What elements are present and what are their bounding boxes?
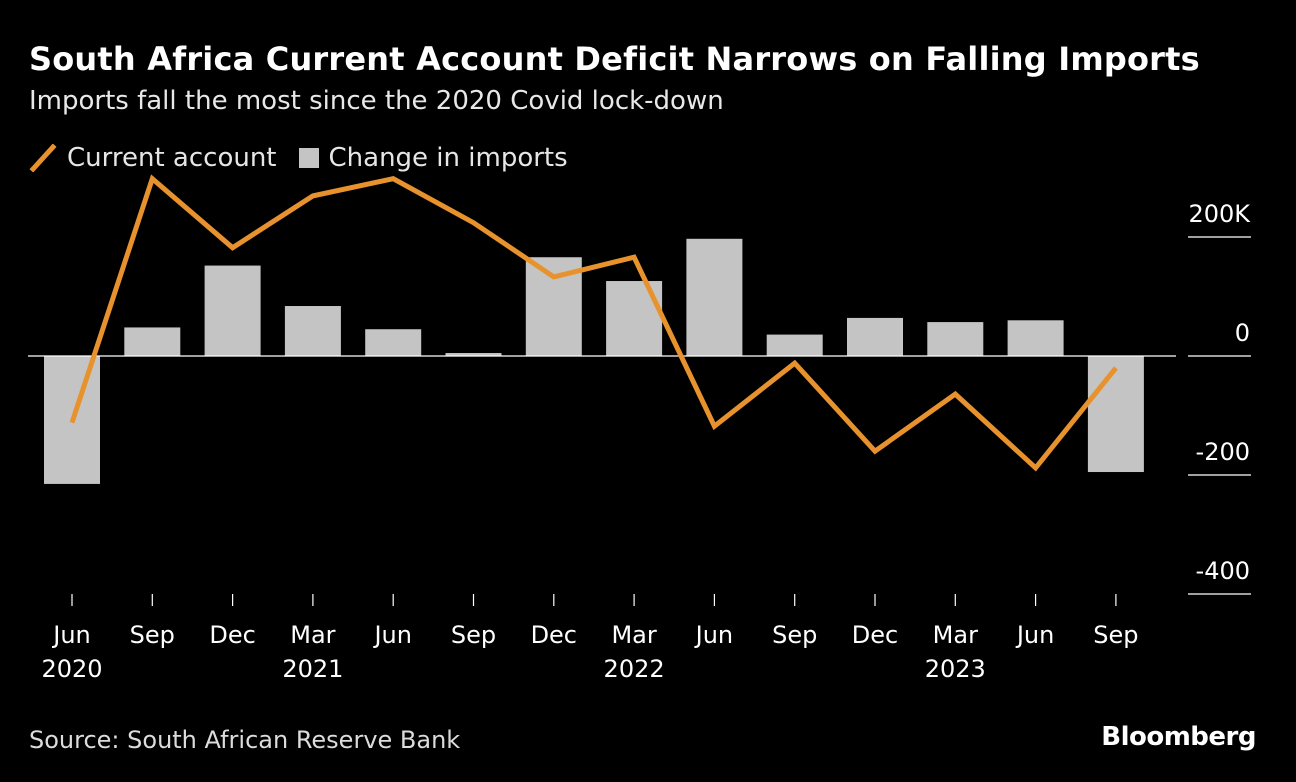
imports-bar [927, 322, 984, 356]
imports-bar [1007, 320, 1064, 356]
x-tick-label: Dec [852, 621, 898, 649]
imports-bar [284, 306, 341, 356]
imports-bar [766, 334, 823, 356]
x-tick-label: Sep [130, 621, 175, 649]
y-tick-label: -200 [1196, 438, 1250, 466]
legend-line-swatch-stroke [29, 144, 57, 172]
legend-item-current-account: Current account [29, 143, 277, 173]
imports-bar [686, 238, 743, 356]
legend-item-change-in-imports: Change in imports [298, 143, 568, 173]
y-tick-label: 200K [1188, 200, 1251, 228]
x-tick-label: Sep [451, 621, 496, 649]
y-tick-label: 0 [1235, 319, 1250, 347]
legend: Current account Change in imports [29, 140, 590, 176]
source-note: Source: South African Reserve Bank [29, 726, 461, 754]
x-tick-year-label: 2023 [925, 655, 986, 683]
x-tick-label: Mar [611, 621, 656, 649]
x-tick-label: Mar [933, 621, 978, 649]
x-tick-label: Jun [51, 621, 91, 649]
imports-bar [365, 329, 422, 356]
imports-bar [204, 265, 261, 356]
x-tick-label: Jun [1015, 621, 1055, 649]
x-tick-label: Mar [290, 621, 335, 649]
y-tick-label: -400 [1196, 557, 1250, 585]
imports-bar [606, 281, 663, 356]
x-tick-year-label: 2020 [41, 655, 102, 683]
bloomberg-logo: Bloomberg [1101, 722, 1256, 752]
x-tick-label: Jun [694, 621, 734, 649]
x-tick-label: Jun [372, 621, 412, 649]
x-tick-label: Dec [209, 621, 255, 649]
x-tick-year-label: 2022 [604, 655, 665, 683]
imports-bar [124, 327, 181, 356]
legend-bar-swatch [298, 148, 319, 168]
x-tick-label: Sep [1093, 621, 1138, 649]
x-tick-year-label: 2021 [282, 655, 343, 683]
x-tick-label: Dec [531, 621, 577, 649]
imports-bar [1087, 356, 1144, 473]
imports-bar [445, 353, 502, 356]
chart-title: South Africa Current Account Deficit Nar… [29, 40, 1200, 78]
x-tick-label: Sep [772, 621, 817, 649]
imports-bar [847, 317, 903, 356]
legend-label-current-account: Current account [67, 143, 277, 173]
legend-label-change-in-imports: Change in imports [328, 143, 568, 173]
current-account-line [69, 174, 1118, 472]
chart-subtitle: Imports fall the most since the 2020 Cov… [29, 86, 724, 116]
legend-line-swatch [29, 144, 57, 172]
